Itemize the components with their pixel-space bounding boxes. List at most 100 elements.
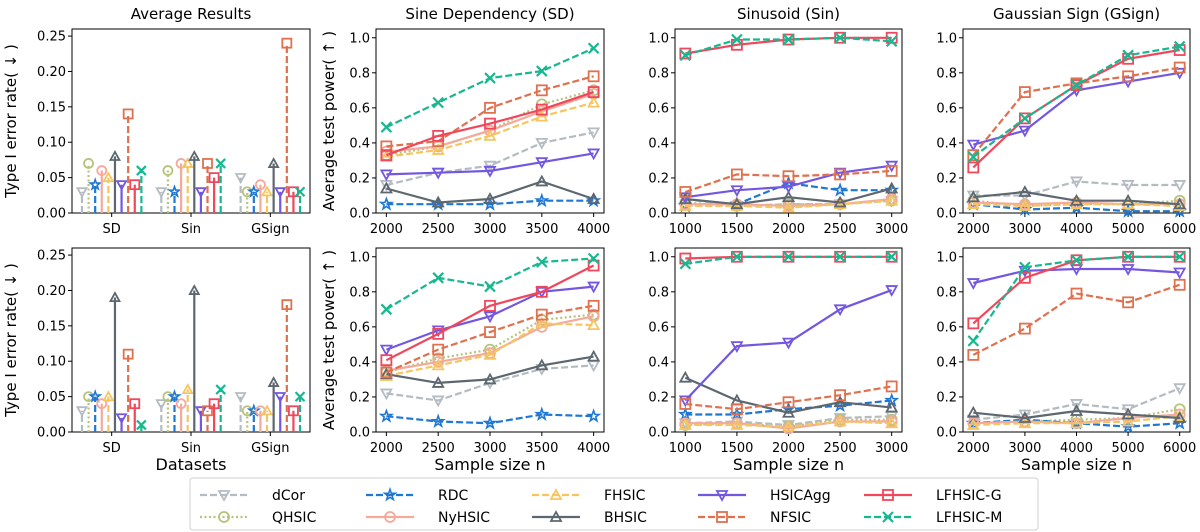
data-point	[587, 360, 601, 373]
x-tick-label: 3000	[1008, 222, 1041, 237]
bar-marker	[274, 187, 287, 199]
data-point	[587, 192, 601, 204]
x-tick-label: 2500	[422, 441, 455, 456]
series-line-NFSIC	[685, 385, 892, 411]
data-point	[1069, 193, 1084, 206]
data-point	[483, 192, 497, 204]
data-point	[587, 349, 601, 362]
data-point	[781, 200, 796, 213]
data-point	[431, 195, 445, 208]
data-point	[731, 250, 743, 263]
data-point	[431, 167, 445, 180]
bar-marker	[75, 406, 88, 418]
y-tick-label: 0.4	[936, 136, 957, 151]
data-point	[679, 186, 692, 198]
data-point	[678, 395, 692, 408]
bar-marker	[255, 179, 266, 191]
legend-marker	[549, 488, 563, 500]
y-axis-label: Average test power( ↑ )	[320, 250, 338, 430]
data-point	[967, 317, 980, 330]
data-point	[885, 193, 899, 206]
y-tick-label: 0.05	[37, 390, 66, 405]
data-point	[1069, 197, 1084, 210]
bar-marker	[87, 177, 103, 191]
data-point	[585, 408, 602, 423]
x-axis-label: Sample size n	[434, 455, 545, 474]
bar-marker	[181, 383, 194, 395]
data-point	[1173, 61, 1186, 74]
y-tick-label: 0.2	[648, 390, 669, 405]
data-point	[380, 303, 393, 316]
y-tick-label: 0.2	[349, 171, 370, 186]
data-point	[535, 308, 548, 321]
data-point	[431, 325, 445, 338]
x-tick-label: 6000	[1163, 222, 1196, 237]
data-point	[782, 396, 795, 409]
data-point	[1018, 185, 1032, 197]
data-point	[834, 31, 846, 44]
y-tick-label: 0.15	[37, 319, 66, 334]
bar-marker	[129, 179, 141, 191]
legend-marker	[882, 489, 894, 501]
x-tick-label: 1500	[720, 222, 753, 237]
data-point	[1121, 264, 1135, 276]
y-tick-label: 1.0	[936, 250, 957, 265]
data-point	[833, 414, 847, 427]
data-point	[1019, 112, 1031, 125]
y-tick-label: 0.20	[37, 284, 66, 299]
bar-marker	[261, 404, 274, 416]
y-tick-label: 0.4	[349, 136, 370, 151]
series-line-NFSIC	[385, 304, 594, 374]
bar-marker	[96, 398, 108, 410]
data-point	[484, 299, 496, 312]
bar-marker	[136, 419, 147, 431]
bar-marker	[96, 165, 108, 176]
data-point	[1018, 125, 1032, 138]
x-tick-label: 3000	[473, 441, 506, 456]
data-point	[966, 418, 980, 430]
data-point	[587, 252, 600, 265]
data-point	[966, 139, 980, 152]
data-point	[966, 405, 980, 418]
bar-marker	[102, 171, 115, 183]
data-point	[967, 348, 980, 361]
data-point	[482, 415, 498, 430]
y-tick-label: 0.8	[648, 66, 669, 81]
data-point	[730, 418, 744, 430]
y-tick-label: 0.8	[648, 285, 669, 300]
data-point	[885, 380, 898, 393]
data-point	[678, 199, 692, 211]
legend-label: LFHSIC-G	[936, 488, 1002, 504]
series-line-FHSIC	[685, 420, 892, 428]
bar-marker	[194, 187, 207, 199]
chart-panel-8: 0.0 0.2 0.4 0.6 0.8 1.0 Sample size n 2000 3000 4…	[936, 247, 1196, 474]
legend-label: LFHSIC-M	[936, 510, 1002, 526]
legend-marker	[384, 511, 396, 523]
data-point	[1070, 254, 1083, 267]
bar-marker	[108, 291, 121, 303]
data-point	[380, 366, 393, 379]
x-tick-label: 5000	[1112, 222, 1145, 237]
data-point	[885, 285, 899, 297]
y-tick-label: 0.20	[37, 65, 66, 80]
data-point	[885, 250, 898, 263]
data-point	[587, 281, 601, 294]
data-point	[1019, 261, 1031, 274]
bar-marker	[155, 399, 168, 411]
legend-marker	[218, 511, 230, 523]
chart-title: Gaussian Sign (GSign)	[993, 5, 1160, 23]
data-point	[1122, 250, 1134, 263]
y-tick-label: 1.0	[936, 31, 957, 46]
data-point	[587, 148, 601, 161]
data-point	[1121, 197, 1135, 210]
series-line-RDC	[386, 413, 594, 425]
data-point	[535, 358, 549, 371]
series-line-FHSIC	[973, 415, 1180, 427]
x-tick-label: 2000	[370, 222, 403, 237]
bar-marker	[188, 150, 201, 161]
series-line-QHSIC	[685, 418, 892, 428]
data-point	[1019, 86, 1031, 98]
x-tick-label: 2000	[370, 441, 403, 456]
y-tick-label: 0.05	[37, 171, 66, 186]
y-tick-label: 0.6	[648, 101, 669, 116]
